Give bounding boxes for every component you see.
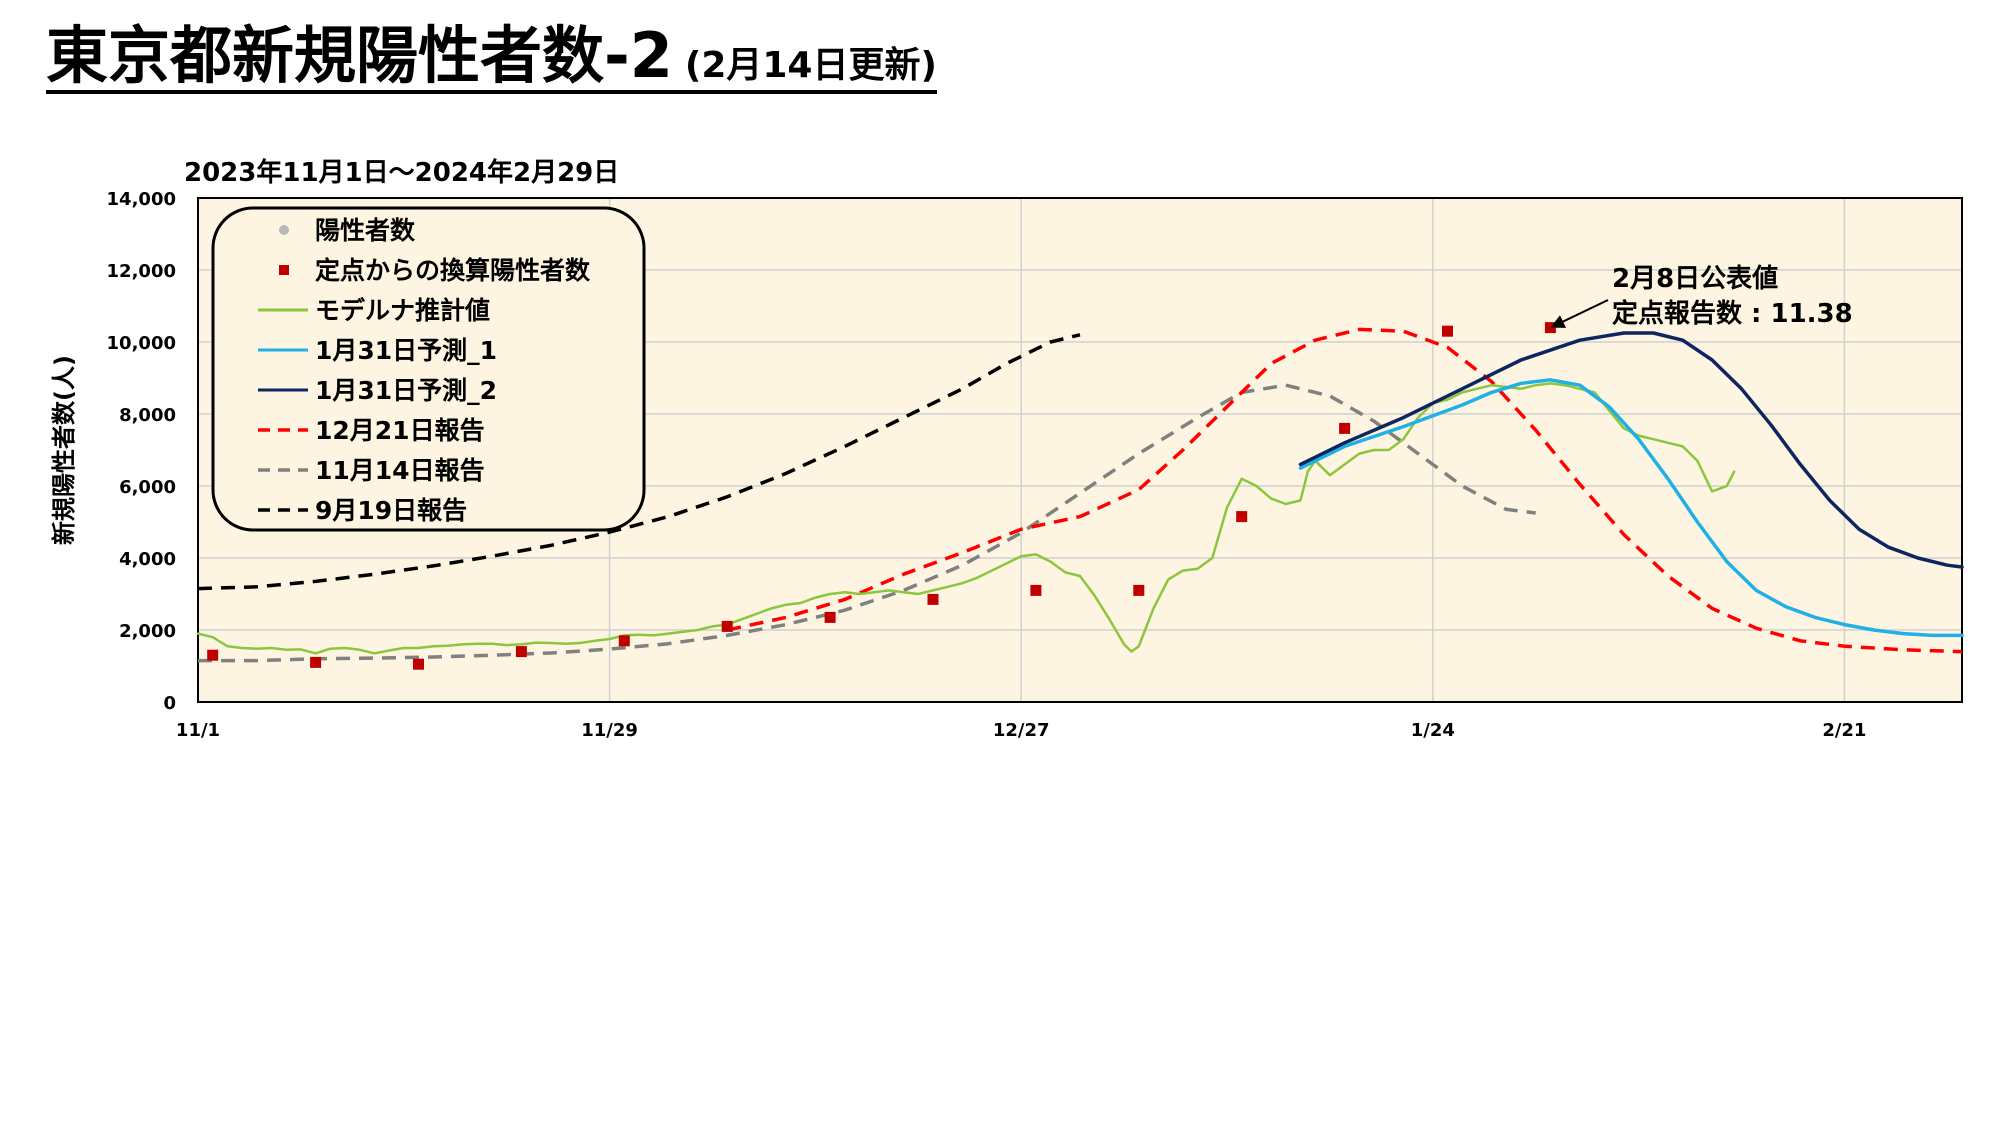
- x-tick-label: 2/21: [1822, 720, 1866, 741]
- data-point: [1339, 422, 1351, 434]
- legend-label: 1月31日予測_2: [315, 376, 497, 405]
- plot-border: [197, 197, 1963, 703]
- page-title: 東京都新規陽性者数-2 (2月14日更新): [46, 19, 937, 95]
- period-label: 2023年11月1日～2024年2月29日: [184, 158, 620, 188]
- y-tick-label: 0: [163, 693, 176, 714]
- y-axis: 0 2,000 4,000 6,000 8,000 10,000 12,000 14,000: [107, 189, 176, 714]
- legend-label: 9月19日報告: [315, 496, 467, 525]
- annotation-arrow: [1562, 299, 1609, 323]
- series-line: [196, 382, 1736, 655]
- annotation-line-1: 2月8日公表値: [1612, 264, 1778, 294]
- series-line: [1298, 331, 1964, 569]
- y-tick-label: 4,000: [119, 549, 176, 570]
- x-tick-label: 1/24: [1411, 720, 1455, 741]
- annotation-line-2: 定点報告数 : 11.38: [1612, 298, 1853, 329]
- series-line: [198, 383, 1536, 663]
- y-tick-label: 12,000: [107, 261, 176, 282]
- data-point: [207, 649, 219, 661]
- title-main: 東京都新規陽性者数-2: [46, 19, 673, 92]
- data-point: [618, 635, 630, 647]
- x-axis: 11/1 11/29 12/27 1/24 2/21: [176, 720, 1867, 741]
- data-point: [1030, 584, 1042, 596]
- legend-swatch: [279, 265, 289, 275]
- legend-label: 1月31日予測_1: [315, 336, 497, 365]
- series-line: [197, 333, 1081, 591]
- y-tick-label: 14,000: [107, 189, 176, 210]
- data-point: [927, 593, 939, 605]
- data-point: [1236, 511, 1248, 523]
- legend-label: 陽性者数: [315, 216, 416, 245]
- series-line: [1298, 378, 1964, 638]
- x-tick-label: 12/27: [993, 720, 1050, 741]
- y-tick-label: 8,000: [119, 405, 176, 426]
- data-point: [1133, 584, 1145, 596]
- legend-swatch: [279, 225, 289, 235]
- data-point: [721, 620, 733, 632]
- x-tick-label: 11/29: [581, 720, 638, 741]
- annotation: 2月8日公表値 定点報告数 : 11.38: [1550, 264, 1853, 329]
- data-point: [310, 656, 322, 668]
- series-line: [726, 327, 1963, 654]
- series-group: [196, 322, 1964, 670]
- legend-label: モデルナ推計値: [315, 296, 490, 325]
- y-axis-label: 新規陽性者数(人): [50, 355, 78, 545]
- data-point: [515, 646, 527, 658]
- data-point: [824, 611, 836, 623]
- line-chart: 02,0004,0006,0008,00010,00012,00014,000 …: [50, 189, 1964, 741]
- legend-label: 11月14日報告: [315, 456, 485, 485]
- y-tick-label: 2,000: [119, 621, 176, 642]
- data-point: [413, 658, 424, 670]
- legend-box: [211, 206, 646, 532]
- title-update-date: (2月14日更新): [684, 45, 937, 86]
- annotation-arrowhead: [1550, 315, 1567, 328]
- x-tick-label: 11/1: [176, 720, 220, 741]
- legend-label: 12月21日報告: [315, 416, 485, 445]
- data-point: [1442, 325, 1453, 337]
- legend-label: 定点からの換算陽性者数: [315, 256, 591, 285]
- y-tick-label: 6,000: [119, 477, 176, 498]
- y-tick-label: 10,000: [107, 333, 176, 354]
